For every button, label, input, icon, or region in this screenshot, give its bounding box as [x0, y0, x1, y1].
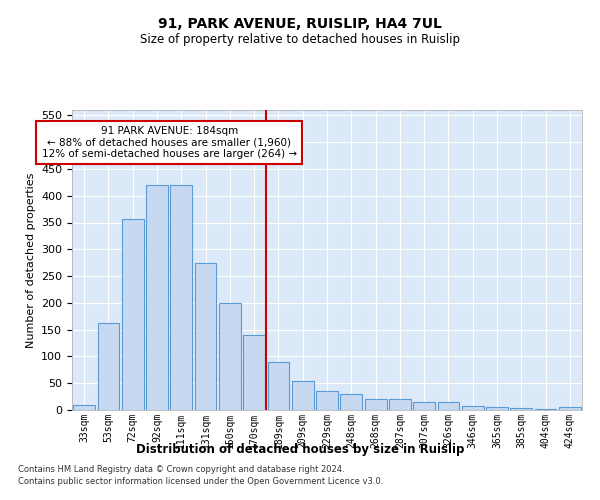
Bar — [559, 408, 581, 410]
Bar — [316, 391, 338, 410]
Bar — [462, 406, 484, 410]
Bar — [97, 322, 119, 410]
Bar — [73, 404, 95, 410]
Bar — [340, 394, 362, 410]
Bar — [389, 400, 411, 410]
Y-axis label: Number of detached properties: Number of detached properties — [26, 172, 35, 348]
Text: Contains public sector information licensed under the Open Government Licence v3: Contains public sector information licen… — [18, 477, 383, 486]
Text: Size of property relative to detached houses in Ruislip: Size of property relative to detached ho… — [140, 32, 460, 46]
Bar — [243, 335, 265, 410]
Bar — [413, 402, 435, 410]
Bar — [170, 185, 192, 410]
Bar — [535, 409, 556, 410]
Bar — [194, 262, 217, 410]
Bar — [146, 185, 168, 410]
Text: 91 PARK AVENUE: 184sqm
← 88% of detached houses are smaller (1,960)
12% of semi-: 91 PARK AVENUE: 184sqm ← 88% of detached… — [41, 126, 297, 160]
Bar — [365, 400, 386, 410]
Bar — [219, 303, 241, 410]
Bar — [486, 408, 508, 410]
Bar — [511, 408, 532, 410]
Text: 91, PARK AVENUE, RUISLIP, HA4 7UL: 91, PARK AVENUE, RUISLIP, HA4 7UL — [158, 18, 442, 32]
Bar — [292, 380, 314, 410]
Bar — [122, 219, 143, 410]
Text: Contains HM Land Registry data © Crown copyright and database right 2024.: Contains HM Land Registry data © Crown c… — [18, 466, 344, 474]
Bar — [268, 362, 289, 410]
Text: Distribution of detached houses by size in Ruislip: Distribution of detached houses by size … — [136, 442, 464, 456]
Bar — [437, 402, 460, 410]
